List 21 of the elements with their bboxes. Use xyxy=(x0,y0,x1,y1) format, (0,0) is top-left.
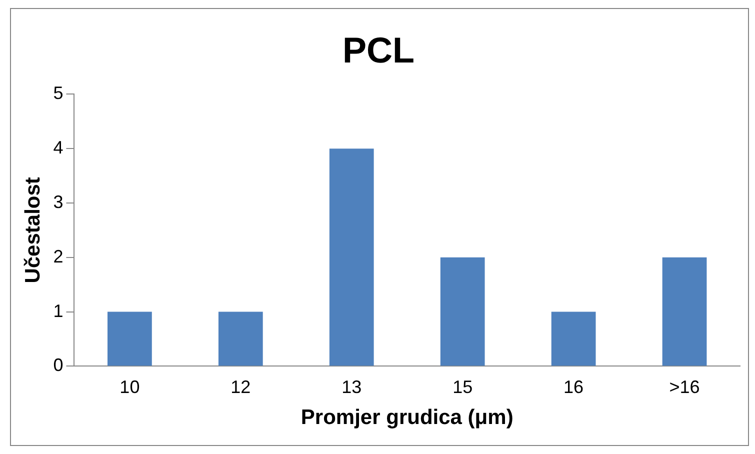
x-tick-label: 13 xyxy=(342,376,362,397)
bar xyxy=(108,312,152,366)
x-axis-title: Promjer grudica (μm) xyxy=(300,406,514,430)
y-axis-title: Učestalost xyxy=(21,177,44,284)
x-tick-label: 15 xyxy=(452,376,473,397)
y-tick-label: 0 xyxy=(53,355,64,376)
chart-title: PCL xyxy=(342,30,414,71)
y-tick-label: 2 xyxy=(53,246,64,266)
x-tick-label: >16 xyxy=(669,376,700,397)
y-tick-label: 1 xyxy=(53,300,64,321)
x-tick-label: 12 xyxy=(230,376,251,397)
y-tick-label: 4 xyxy=(53,138,64,158)
bar xyxy=(440,257,485,366)
bar xyxy=(329,148,374,366)
bar xyxy=(218,312,263,366)
x-tick-label: 10 xyxy=(120,376,140,397)
y-tick-label: 3 xyxy=(53,192,64,212)
x-tick-label: 16 xyxy=(564,376,584,397)
y-tick-label: 5 xyxy=(53,83,64,104)
bar xyxy=(551,312,596,366)
bar xyxy=(662,257,707,366)
